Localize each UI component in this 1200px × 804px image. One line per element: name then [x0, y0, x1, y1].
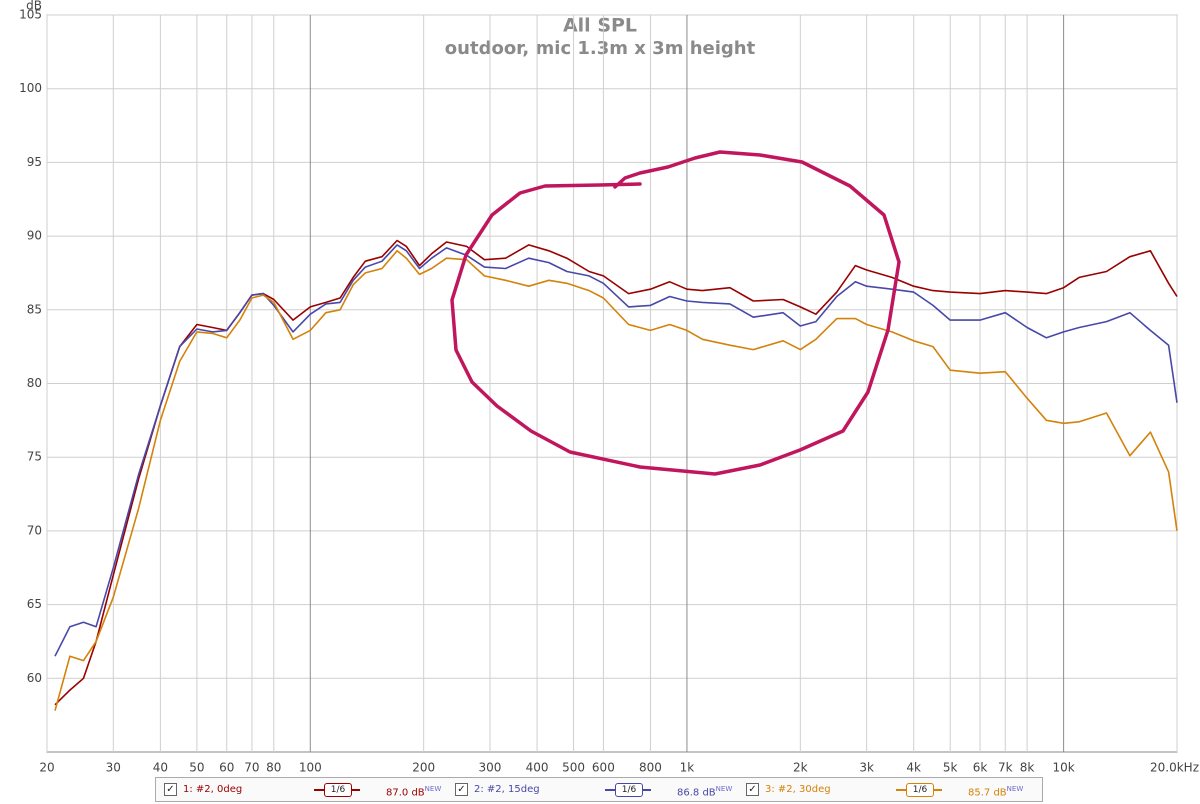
chart-title: All SPL	[563, 15, 637, 37]
legend: ✓ 1: #2, 0deg 1/6 87.0 dBNEW ✓ 2: #2, 15deg 1/…	[155, 777, 1043, 802]
chart: All SPL outdoor, mic 1.3m x 3m height dB…	[19, 0, 1199, 775]
y-tick-label: 85	[27, 302, 42, 316]
y-tick-label: 100	[19, 81, 42, 95]
x-tick-label: 400	[526, 761, 549, 775]
smoothing-button[interactable]: 1/6	[615, 783, 643, 797]
legend-label: 3: #2, 30deg	[765, 784, 831, 795]
x-tick-label: 10k	[1053, 761, 1075, 775]
legend-checkbox[interactable]: ✓	[164, 783, 177, 796]
x-tick-label: 40	[153, 761, 168, 775]
x-tick-label: 3k	[859, 761, 874, 775]
level-tag: NEW	[424, 785, 442, 793]
legend-checkbox[interactable]: ✓	[455, 783, 468, 796]
y-tick-label: 70	[27, 523, 42, 537]
x-tick-label: 20	[39, 761, 54, 775]
x-tick-label: 5k	[943, 761, 958, 775]
level-value: 85.7 dB	[968, 787, 1007, 799]
x-tick-label: 20.0kHz	[1150, 761, 1199, 775]
legend-label: 1: #2, 0deg	[183, 784, 243, 795]
grid	[46, 14, 1178, 752]
legend-checkbox[interactable]: ✓	[746, 783, 759, 796]
x-tick-label: 6k	[973, 761, 988, 775]
legend-level: 85.7 dBNEW	[968, 778, 1023, 801]
x-tick-label: 300	[479, 761, 502, 775]
y-tick-label: 95	[27, 155, 42, 169]
y-axis-label: dB	[26, 0, 42, 13]
x-tick-label: 600	[592, 761, 615, 775]
y-tick-label: 65	[27, 597, 42, 611]
x-tick-label: 4k	[906, 761, 921, 775]
x-tick-label: 200	[412, 761, 435, 775]
legend-label: 2: #2, 15deg	[474, 784, 540, 795]
x-tick-label: 500	[562, 761, 585, 775]
series-line	[54, 244, 1178, 657]
y-tick-label: 80	[27, 376, 42, 390]
level-value: 87.0 dB	[386, 787, 425, 799]
legend-level: 86.8 dBNEW	[677, 778, 732, 801]
legend-level: 87.0 dBNEW	[386, 778, 441, 801]
x-tick-label: 7k	[998, 761, 1013, 775]
level-value: 86.8 dB	[677, 787, 716, 799]
level-tag: NEW	[1006, 785, 1024, 793]
x-tick-label: 2k	[793, 761, 808, 775]
y-tick-label: 105	[19, 8, 42, 22]
annotation-circle	[450, 150, 901, 476]
x-tick-label: 800	[639, 761, 662, 775]
x-tick-label: 1k	[680, 761, 695, 775]
x-tick-label: 30	[106, 761, 121, 775]
level-tag: NEW	[715, 785, 733, 793]
y-tick-label: 90	[27, 229, 42, 243]
smoothing-button[interactable]: 1/6	[324, 783, 352, 797]
chart-subtitle: outdoor, mic 1.3m x 3m height	[445, 38, 756, 59]
x-tick-label: 100	[299, 761, 322, 775]
smoothing-button[interactable]: 1/6	[906, 783, 934, 797]
series-line	[54, 250, 1178, 711]
x-tick-label: 70	[244, 761, 259, 775]
y-tick-label: 60	[27, 671, 42, 685]
x-tick-label: 60	[219, 761, 234, 775]
x-tick-label: 50	[189, 761, 204, 775]
x-tick-label: 80	[266, 761, 281, 775]
y-tick-label: 75	[27, 450, 42, 464]
x-tick-label: 8k	[1020, 761, 1035, 775]
